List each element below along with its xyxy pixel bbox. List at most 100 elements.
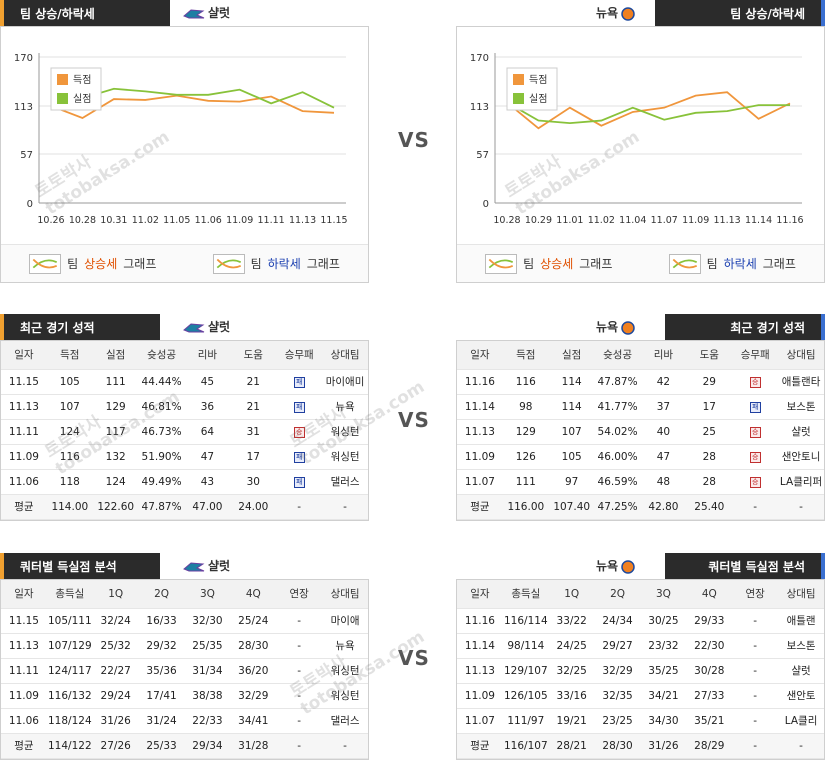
x-tick-label: 10.28: [493, 215, 520, 226]
x-tick-label: 11.16: [776, 215, 803, 226]
average-row: 평균 114.00 122.60 47.87% 47.00 24.00- -: [1, 494, 368, 519]
table-cell: 평균: [457, 733, 503, 758]
column-header: 승무패: [732, 341, 779, 369]
legend-bar-right: 팀 상승세 그래프 팀 하락세 그래프: [457, 244, 824, 282]
legend-label: 실점: [529, 93, 547, 105]
table-cell: -: [778, 733, 824, 758]
table-cell: 114: [561, 400, 582, 413]
knicks-logo-icon: [621, 6, 635, 21]
table-cell: -: [297, 614, 302, 627]
table-cell: 124: [105, 475, 126, 488]
table-cell: 11.09: [464, 450, 495, 463]
column-header: 득점: [502, 341, 549, 369]
legend-bar-left: 팀 상승세 그래프 팀 하락세 그래프: [1, 244, 368, 282]
table-cell: 46.73%: [141, 425, 182, 438]
table-cell: -: [753, 639, 758, 652]
table-row: 11.13 129 107 54.02% 40 25 승 샬럿: [457, 419, 824, 444]
loss-icon: 패: [293, 377, 305, 388]
result-badge-icon: 패: [276, 369, 322, 394]
table-cell: 124/117: [48, 664, 92, 677]
table-cell: -: [778, 494, 824, 519]
table-cell: 114/122: [46, 733, 93, 758]
table-cell: 107.40: [548, 494, 595, 519]
table-cell: 28/29: [686, 733, 733, 758]
table-cell: 116: [515, 375, 536, 388]
result-badge-icon: 승: [732, 469, 778, 494]
table-row: 11.11 124 117 46.73% 64 31 승 워싱턴: [1, 419, 368, 444]
x-tick-label: 11.13: [714, 215, 741, 226]
table-cell: 11.06: [8, 714, 39, 727]
column-header: 일자: [457, 341, 503, 369]
table-row: 11.11 124/117 22/27 35/36 31/34 36/20 - 워싱턴: [1, 658, 368, 683]
hornets-logo-icon: [183, 561, 205, 571]
table-cell: 11.16: [464, 375, 495, 388]
legend-down-graph[interactable]: 팀 하락세 그래프: [668, 253, 796, 274]
table-row: 11.16 116/114 33/22 24/34 30/25 29/33 - 애틀랜: [457, 608, 824, 633]
table-cell: 105/111: [48, 614, 92, 627]
table-cell: 124: [59, 425, 80, 438]
table-cell: 42.80: [640, 494, 687, 519]
loss-icon: 패: [293, 477, 305, 488]
table-cell: 114: [561, 375, 582, 388]
quarter-title-left: 쿼터별 득실점 분석: [0, 553, 160, 581]
table-cell: 47.25%: [594, 494, 641, 519]
loss-icon: 패: [293, 452, 305, 463]
table-cell: 마이애: [330, 615, 360, 627]
x-tick-label: 11.11: [258, 215, 285, 226]
legend-swatch: [57, 93, 68, 104]
table-cell: 48: [656, 475, 671, 488]
table-cell: 샌안토니: [781, 451, 821, 463]
table-cell: 31/26: [640, 733, 687, 758]
table-cell: 11.11: [8, 425, 39, 438]
result-badge-icon: 승: [732, 419, 778, 444]
table-cell: 25/24: [238, 614, 269, 627]
quarter-header-left: 쿼터별 득실점 분석 샬럿: [0, 553, 370, 581]
legend-label: 득점: [73, 74, 91, 86]
x-tick-label: 11.09: [226, 215, 253, 226]
table-cell: -: [276, 494, 323, 519]
table-cell: 111: [105, 375, 126, 388]
team-name-left: 샬럿: [180, 314, 230, 340]
legend-down-graph[interactable]: 팀 하락세 그래프: [212, 253, 340, 274]
column-header: 총득실: [46, 580, 93, 608]
table-cell: 11.14: [464, 639, 495, 652]
table-cell: 23/32: [648, 639, 679, 652]
legend-up-graph[interactable]: 팀 상승세 그래프: [485, 253, 612, 274]
x-tick-label: 11.05: [163, 215, 190, 226]
quarter-table-left: 일자 총득실 1Q 2Q 3Q 4Q 연장 상대팀 11.15 105/111 32/24 16/33…: [0, 579, 369, 760]
table-cell: 16/33: [146, 614, 177, 627]
x-tick-label: 10.26: [37, 215, 64, 226]
table-cell: 32/30: [192, 614, 223, 627]
column-header: 실점: [548, 341, 595, 369]
table-cell: 29: [702, 375, 716, 388]
win-icon: 승: [749, 377, 761, 388]
column-header: 연장: [732, 580, 779, 608]
table-cell: 뉴욕: [335, 640, 355, 652]
table-cell: 46.59%: [597, 475, 638, 488]
table-cell: 45: [200, 375, 215, 388]
legend-label: 득점: [529, 74, 547, 86]
table-cell: 51.90%: [141, 450, 182, 463]
table-cell: 29/27: [602, 639, 633, 652]
table-cell: 17: [246, 450, 260, 463]
table-cell: 22/33: [192, 714, 223, 727]
table-cell: LA클리: [784, 715, 818, 727]
team-name-right: 뉴욕: [596, 0, 638, 26]
loss-icon: 패: [293, 402, 305, 413]
table-row: 11.07 111/97 19/21 23/25 34/30 35/21 - LA클리: [457, 708, 824, 733]
table-cell: 117: [105, 425, 126, 438]
vs-label: VS: [398, 408, 430, 432]
table-cell: 41.77%: [597, 400, 638, 413]
legend-up-graph[interactable]: 팀 상승세 그래프: [29, 253, 156, 274]
result-badge-icon: 패: [276, 444, 322, 469]
recent-header-left: 최근 경기 성적 샬럿: [0, 314, 370, 342]
table-cell: 댈러스: [330, 476, 360, 488]
table-cell: 뉴욕: [335, 401, 355, 413]
table-cell: 22/27: [100, 664, 131, 677]
x-tick-label: 11.14: [745, 215, 772, 226]
y-tick-label: 57: [476, 150, 489, 161]
table-cell: 105: [59, 375, 80, 388]
average-row: 평균 116.00 107.40 47.25% 42.80 25.40- -: [457, 494, 824, 519]
table-cell: 17/41: [146, 689, 177, 702]
table-cell: 워싱턴: [330, 451, 360, 463]
